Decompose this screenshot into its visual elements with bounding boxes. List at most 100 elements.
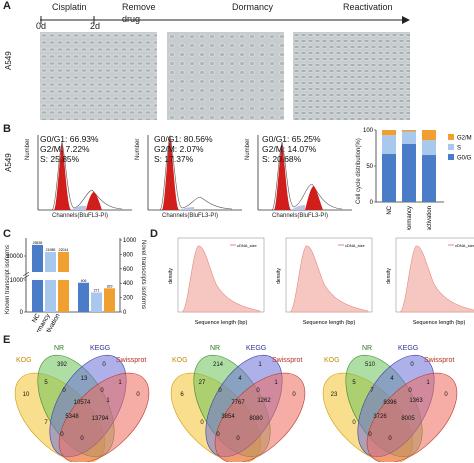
venn-count-extra: 1: [106, 398, 110, 404]
venn-count-kog-nr-swiss: 8080: [249, 416, 263, 422]
venn-label-swissprot: Swissprot: [272, 357, 302, 364]
legend-label: S: [457, 146, 461, 152]
legend-swatch: [448, 134, 454, 140]
venn-count-swiss-only: 0: [292, 392, 296, 398]
venn-count-kog-kegg: 0: [352, 420, 356, 426]
known-bar-base-nc: [32, 280, 43, 312]
stack-bar-g2m: [382, 130, 396, 136]
flow-x-label: Channels(BluFL3-PI): [272, 213, 329, 219]
timeline-dormancy: Dormancy: [232, 2, 274, 12]
stack-bar-g2m: [402, 130, 416, 132]
timeline-reactivation: Reactivation: [343, 2, 393, 12]
novel-bar-label: 406: [81, 279, 87, 283]
venn-count-kegg-swiss: 1: [118, 380, 122, 386]
venn-count-kog-nr-swiss: 13794: [92, 416, 109, 422]
stack-bar-s: [402, 131, 416, 144]
panel-label-c: C: [3, 228, 11, 240]
venn-label-kog: KOG: [172, 357, 188, 364]
known-bar-dormancy: [45, 252, 56, 272]
stat-s: S: 20.68%: [262, 154, 302, 164]
known-bar-base-reactivation: [58, 280, 69, 312]
venn-label-kog: KOG: [324, 357, 340, 364]
stat-g2m: G2/M: 2.07%: [154, 144, 204, 154]
cell-cycle-stacked-chart: Cell cycle distribution(%) 0 50 100 NC Dorm…: [356, 128, 472, 230]
flow-histogram-nc: Number Channels(BluFL3-PI): [22, 130, 134, 225]
iso-left-tick-label: 1000: [10, 278, 24, 284]
micrograph-dormancy: [167, 32, 284, 120]
density-xlabel: Sequence length (bp): [413, 320, 466, 326]
flow-stats-reactivation: G0/G1: 65.25% G2/M: 14.07% S: 20.68%: [262, 134, 321, 164]
stack-category-label: Reactivation: [427, 206, 433, 230]
venn-count-kegg-swiss: 1: [274, 380, 278, 386]
venn-count-nr-kegg: 13: [81, 376, 88, 382]
venn-count-kog-nr-swiss: 8005: [401, 416, 415, 422]
timeline-drug: drug: [122, 14, 141, 24]
iso-left-ylabel: Known transcript isoforms: [5, 245, 11, 314]
panel-label-a: A: [3, 0, 11, 12]
venn-count-nr-kegg-swiss: 0: [408, 388, 412, 394]
stat-g0g1: G0/G1: 80.56%: [154, 134, 213, 144]
novel-bar-label: 329: [107, 284, 113, 288]
flow-histogram-dormancy: Number Channels(BluFL3-PI): [132, 130, 244, 225]
iso-left-tick-label: 0: [20, 310, 24, 316]
flow-histogram-reactivation: Number Channels(BluFL3-PI): [242, 130, 354, 225]
venn-label-kegg: KEGG: [398, 345, 418, 352]
legend-label: G0/G1: [457, 156, 472, 162]
known-bar-label: 25539: [33, 241, 43, 245]
flow-stats-nc: G0/G1: 66.93% G2/M: 7.22% S: 25.85%: [40, 134, 99, 164]
venn-count-kog-nr-kegg: 0: [62, 388, 66, 394]
venn-count-nr-swiss: 3726: [373, 414, 387, 420]
venn-count-all: 8396: [383, 400, 397, 406]
stack-bar-s: [382, 135, 396, 154]
iso-right-tick-label: 400: [123, 281, 134, 287]
venn-count-kegg-only: 0: [410, 362, 414, 368]
venn-diagram-2: KOG NR KEGG Swissprot 6 214 1 0 27 4 1 0 0 1262 7767 80…: [170, 345, 306, 462]
stack-bar-g0g1: [422, 155, 436, 202]
venn-count-kog-kegg-swiss: 0: [60, 432, 64, 438]
venn-diagram-3: KOG NR KEGG Swissprot 23 510 0 0 5 4 1 7 0 1363 8396 80…: [322, 345, 458, 462]
stack-ytick-label: 50: [366, 164, 373, 170]
iso-left-tick-label: 20000: [6, 254, 23, 260]
venn-label-swissprot: Swissprot: [116, 357, 146, 364]
legend-swatch: [448, 154, 454, 160]
novel-bar-dormancy: [91, 292, 102, 312]
iso-right-tick-label: 0: [123, 310, 127, 316]
stat-g0g1: G0/G1: 65.25%: [262, 134, 321, 144]
venn-count-kog-nr: 5: [44, 380, 48, 386]
iso-right-tick-label: 800: [123, 252, 134, 258]
venn-count-kegg-only: 1: [258, 362, 262, 368]
stack-ytick-label: 100: [363, 128, 374, 134]
stat-s: S: 17.37%: [154, 154, 194, 164]
venn-count-kog-nr-kegg: 0: [218, 388, 222, 394]
density-area: [289, 245, 369, 313]
venn-count-kog-swiss: 0: [80, 436, 84, 442]
timeline-tick-2d: 2d: [90, 21, 101, 31]
venn-count-kog-kegg-swiss: 0: [368, 432, 372, 438]
stack-ylabel: Cell cycle distribution(%): [356, 138, 362, 204]
iso-right-tick-label: 1000: [123, 238, 137, 244]
panel-label-b: B: [3, 123, 11, 135]
venn-set-swissprot: [58, 372, 150, 462]
venn-label-nr: NR: [210, 345, 220, 352]
venn-label-kog: KOG: [16, 357, 32, 364]
venn-count-nr-kegg-swiss: 0: [256, 388, 260, 394]
venn-set-swissprot: [214, 372, 306, 462]
timeline-arrow: [40, 16, 410, 24]
venn-count-kog-swiss: 0: [388, 436, 392, 442]
venn-count-kog-kegg: 0: [200, 420, 204, 426]
venn-count-nr-only: 214: [213, 362, 224, 368]
venn-label-nr: NR: [54, 345, 64, 352]
stat-g2m: G2/M: 7.22%: [40, 144, 90, 154]
known-bar-nc: [32, 244, 43, 272]
stack-bar-g2m: [422, 130, 436, 141]
venn-count-swiss-only: 0: [136, 392, 140, 398]
timeline-remove: Remove: [122, 2, 156, 12]
stat-s: S: 25.85%: [40, 154, 80, 164]
venn-count-kog-only: 6: [180, 392, 184, 398]
row-label-a549-a: A549: [4, 51, 13, 70]
venn-count-nr-kegg: 4: [238, 376, 242, 382]
novel-bar-label: 271: [94, 288, 100, 292]
